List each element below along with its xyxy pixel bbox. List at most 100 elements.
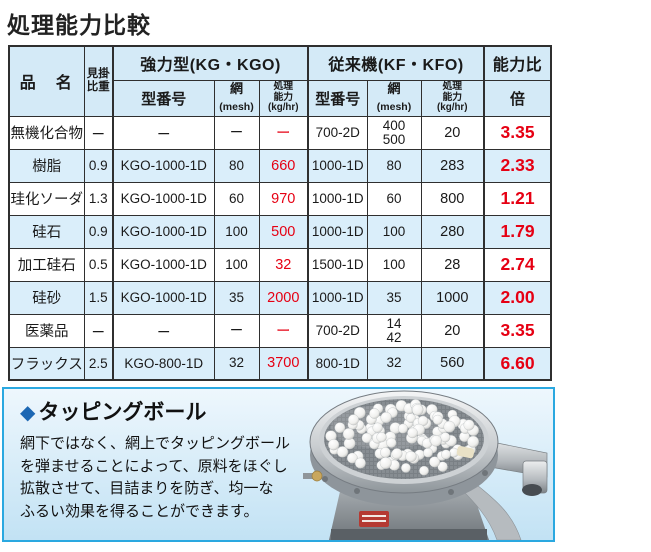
cell-gravity: 0.5	[83, 247, 114, 282]
cell-conv-model: 1000-1D	[307, 280, 368, 315]
cell-gravity: 1.3	[83, 181, 114, 216]
cell-strong-capacity: 32	[258, 247, 309, 282]
table-row: 樹脂 0.9 KGO-1000-1D 80 660 1000-1D 80 283…	[8, 148, 552, 183]
cell-conv-model: 800-1D	[307, 346, 368, 381]
cell-strong-mesh: ー	[213, 115, 260, 150]
header-group-ratio: 能力比	[483, 45, 552, 81]
cell-gravity: 0.9	[83, 214, 114, 249]
cell-ratio: 3.35	[483, 313, 552, 348]
cell-strong-capacity: 660	[258, 148, 309, 183]
support-bracket	[462, 484, 522, 540]
cell-conv-mesh: 100	[366, 214, 422, 249]
cell-conv-mesh: 80	[366, 148, 422, 183]
table-row: 無機化合物 ー ー ー ー 700-2D 400 500 20 3.35	[8, 115, 552, 150]
cell-gravity: ー	[83, 313, 114, 348]
cell-conv-capacity: 560	[420, 346, 485, 381]
cell-strong-capacity: 3700	[258, 346, 309, 381]
table-body: 無機化合物 ー ー ー ー 700-2D 400 500 20 3.35 樹脂 …	[8, 115, 552, 381]
tapping-ball-heading: ◆ タッピングボール	[20, 396, 320, 426]
cell-ratio: 1.21	[483, 181, 552, 216]
cell-product: 珪化ソーダ	[8, 181, 85, 216]
cell-strong-model: KGO-1000-1D	[112, 181, 215, 216]
cell-ratio: 3.35	[483, 115, 552, 150]
cell-product: フラックス	[8, 346, 85, 381]
cell-strong-model: KGO-800-1D	[112, 346, 215, 381]
cell-conv-capacity: 1000	[420, 280, 485, 315]
cell-strong-model: ー	[112, 313, 215, 348]
cell-strong-capacity: 2000	[258, 280, 309, 315]
cell-conv-capacity: 20	[420, 115, 485, 150]
tapping-ball-section: ◆ タッピングボール 網下ではなく、網上でタッピングボール を弾ませることによって…	[2, 387, 555, 542]
cell-strong-mesh: 80	[213, 148, 260, 183]
cell-conv-mesh: 100	[366, 247, 422, 282]
cell-gravity: 1.5	[83, 280, 114, 315]
cell-strong-mesh: 32	[213, 346, 260, 381]
cell-gravity: 0.9	[83, 148, 114, 183]
cell-conv-capacity: 280	[420, 214, 485, 249]
table-row: 医薬品 ー ー ー ー 700-2D 14 42 20 3.35	[8, 313, 552, 348]
cell-gravity: 2.5	[83, 346, 114, 381]
cell-strong-model: ー	[112, 115, 215, 150]
table-row: 加工硅石 0.5 KGO-1000-1D 100 32 1500-1D 100 …	[8, 247, 552, 282]
header-strong-mesh: 網 (mesh)	[213, 79, 260, 117]
cell-conv-mesh: 400 500	[366, 115, 422, 150]
mesh-unit-label: (mesh)	[219, 101, 254, 113]
header-row-columns: 型番号 網 (mesh) 処理 能力 (kg/hr) 型番号 網 (mesh) 処理…	[9, 79, 552, 117]
cell-strong-mesh: 100	[213, 214, 260, 249]
cell-product: 樹脂	[8, 148, 85, 183]
cell-product: 医薬品	[8, 313, 85, 348]
cell-ratio: 1.79	[483, 214, 552, 249]
tapping-ball-heading-label: タッピングボール	[38, 401, 207, 424]
cell-ratio: 2.74	[483, 247, 552, 282]
warning-label	[359, 511, 389, 527]
tapping-balls	[325, 399, 479, 476]
cell-conv-capacity: 283	[420, 148, 485, 183]
header-gravity: 見掛 比重	[83, 45, 114, 117]
cell-conv-model: 1500-1D	[307, 247, 368, 282]
cell-product: 硅石	[8, 214, 85, 249]
cell-conv-capacity: 28	[420, 247, 485, 282]
cell-conv-model: 1000-1D	[307, 148, 368, 183]
cell-conv-capacity: 800	[420, 181, 485, 216]
machine-illustration	[303, 390, 548, 540]
cell-strong-mesh: 60	[213, 181, 260, 216]
cell-strong-mesh: 100	[213, 247, 260, 282]
header-conv-model: 型番号	[307, 79, 368, 117]
mesh-label: 網	[387, 81, 401, 97]
cell-ratio: 2.33	[483, 148, 552, 183]
cell-conv-model: 1000-1D	[307, 214, 368, 249]
header-product: 品 名	[8, 45, 85, 117]
table-row: 硅砂 1.5 KGO-1000-1D 35 2000 1000-1D 35 10…	[8, 280, 552, 315]
cell-conv-capacity: 20	[420, 313, 485, 348]
table-row: フラックス 2.5 KGO-800-1D 32 3700 800-1D 32 5…	[8, 346, 552, 381]
page-title: 処理能力比較	[7, 12, 151, 38]
cell-product: 加工硅石	[8, 247, 85, 282]
header-group-conventional: 従来機(KF・KFO)	[307, 45, 485, 81]
header-conv-mesh: 網 (mesh)	[366, 79, 422, 117]
comparison-table: 品 名 見掛 比重 強力型(KG・KGO) 従来機(KF・KFO) 能力比 型番…	[8, 45, 553, 381]
diamond-icon: ◆	[20, 402, 36, 424]
cell-product: 硅砂	[8, 280, 85, 315]
cell-product: 無機化合物	[8, 115, 85, 150]
cell-conv-mesh: 14 42	[366, 313, 422, 348]
mesh-unit-label: (mesh)	[376, 101, 412, 113]
tapping-ball-text: ◆ タッピングボール 網下ではなく、網上でタッピングボール を弾ませることによって…	[20, 396, 320, 523]
cell-conv-model: 700-2D	[307, 313, 368, 348]
cell-conv-mesh: 32	[366, 346, 422, 381]
table-row: 硅石 0.9 KGO-1000-1D 100 500 1000-1D 100 2…	[8, 214, 552, 249]
table-row: 珪化ソーダ 1.3 KGO-1000-1D 60 970 1000-1D 60 …	[8, 181, 552, 216]
cell-strong-model: KGO-1000-1D	[112, 247, 215, 282]
mesh-label: 網	[229, 81, 243, 97]
cell-strong-model: KGO-1000-1D	[112, 214, 215, 249]
rim-tag	[456, 446, 475, 459]
cell-strong-mesh: 35	[213, 280, 260, 315]
cell-strong-capacity: ー	[258, 115, 309, 150]
header-ratio-unit: 倍	[483, 79, 552, 117]
tapping-ball-machine-photo	[301, 389, 553, 540]
cell-strong-model: KGO-1000-1D	[112, 280, 215, 315]
cell-gravity: ー	[83, 115, 114, 150]
header-group-strong: 強力型(KG・KGO)	[111, 45, 309, 81]
header-strong-model: 型番号	[112, 79, 215, 117]
cell-strong-model: KGO-1000-1D	[112, 148, 215, 183]
